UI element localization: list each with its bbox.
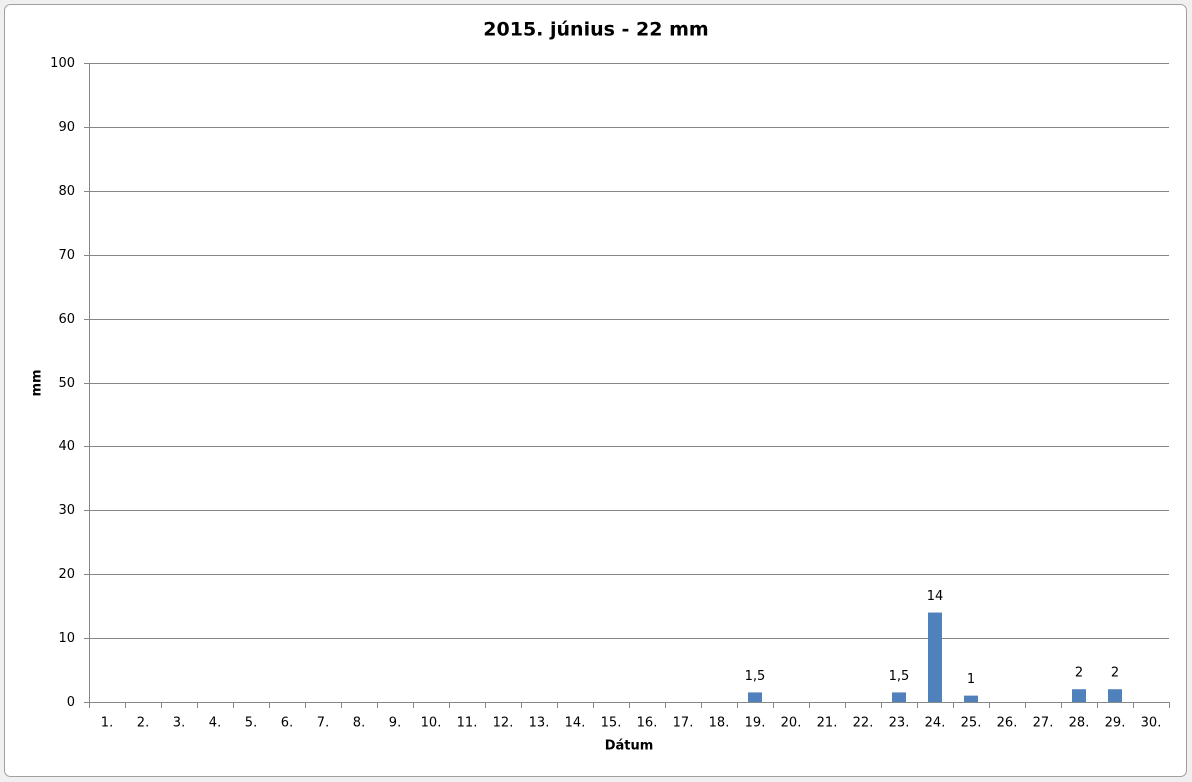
x-tick-label: 28. xyxy=(1069,716,1090,731)
y-tick-label: 60 xyxy=(58,312,75,327)
x-tick-label: 8. xyxy=(353,716,365,731)
x-tick-label: 1. xyxy=(101,716,113,731)
x-tick-label: 24. xyxy=(925,716,946,731)
chart-title: 2015. június - 22 mm xyxy=(483,19,708,41)
x-tick-label: 4. xyxy=(209,716,221,731)
data-label: 1 xyxy=(967,672,975,687)
x-tick-label: 15. xyxy=(601,716,622,731)
data-label: 14 xyxy=(927,589,944,604)
x-axis-label: Dátum xyxy=(605,739,654,754)
y-axis-label: mm xyxy=(30,369,45,396)
data-label: 2 xyxy=(1111,666,1119,681)
y-tick-label: 80 xyxy=(58,184,75,199)
x-tick-label: 21. xyxy=(817,716,838,731)
x-tick-label: 27. xyxy=(1033,716,1054,731)
x-tick-label: 5. xyxy=(245,716,257,731)
bar xyxy=(1072,689,1086,702)
x-tick-label: 23. xyxy=(889,716,910,731)
y-tick-label: 90 xyxy=(58,120,75,135)
x-tick-label: 26. xyxy=(997,716,1018,731)
bar xyxy=(928,612,942,702)
data-label: 2 xyxy=(1075,666,1083,681)
x-tick-label: 9. xyxy=(389,716,401,731)
y-tick-label: 50 xyxy=(58,376,75,391)
y-tick-label: 100 xyxy=(50,56,75,71)
x-tick-label: 13. xyxy=(529,716,550,731)
y-tick-label: 20 xyxy=(58,567,75,582)
bar xyxy=(1108,689,1122,702)
chart-frame xyxy=(4,4,1187,777)
y-tick-label: 70 xyxy=(58,248,75,263)
x-tick-label: 2. xyxy=(137,716,149,731)
y-tick-label: 0 xyxy=(67,695,75,710)
x-tick-label: 25. xyxy=(961,716,982,731)
x-tick-label: 16. xyxy=(637,716,658,731)
bar xyxy=(748,692,762,702)
y-tick-label: 10 xyxy=(58,631,75,646)
data-label: 1,5 xyxy=(889,669,910,684)
x-tick-label: 7. xyxy=(317,716,329,731)
x-tick-label: 10. xyxy=(421,716,442,731)
bar xyxy=(892,692,906,702)
x-tick-label: 22. xyxy=(853,716,874,731)
x-tick-label: 29. xyxy=(1105,716,1126,731)
x-tick-label: 12. xyxy=(493,716,514,731)
x-tick-label: 11. xyxy=(457,716,478,731)
x-tick-label: 14. xyxy=(565,716,586,731)
x-tick-label: 17. xyxy=(673,716,694,731)
y-tick-label: 30 xyxy=(58,503,75,518)
bar xyxy=(964,695,978,702)
y-tick-label: 40 xyxy=(58,439,75,454)
x-tick-label: 20. xyxy=(781,716,802,731)
x-tick-label: 19. xyxy=(745,716,766,731)
x-tick-label: 18. xyxy=(709,716,730,731)
x-tick-label: 30. xyxy=(1141,716,1162,731)
x-tick-label: 6. xyxy=(281,716,293,731)
data-label: 1,5 xyxy=(745,669,766,684)
x-tick-label: 3. xyxy=(173,716,185,731)
